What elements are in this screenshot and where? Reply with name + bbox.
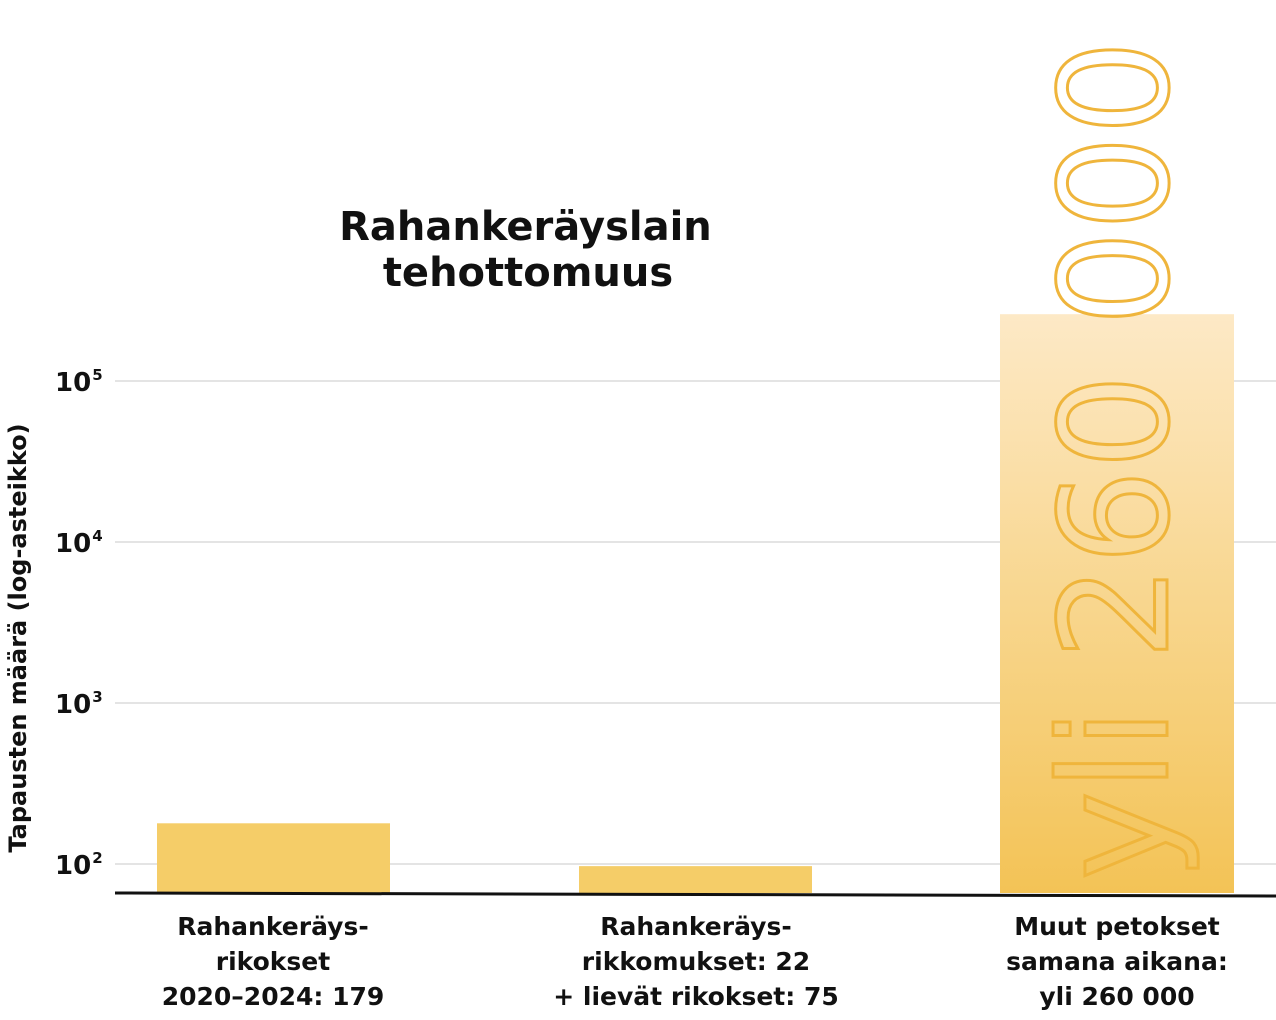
bar-2	[579, 866, 812, 893]
x-category-label-line: rikokset	[216, 947, 330, 976]
x-category-label-line: 2020–2024: 179	[162, 982, 385, 1011]
y-tick-label: 105	[55, 366, 103, 398]
x-category-label-2: Rahankeräys-rikkomukset: 22 + lievät riko…	[553, 912, 839, 1011]
y-tick-exponent: 3	[92, 688, 102, 706]
chart-title-line-2: tehottomuus	[383, 250, 673, 296]
x-category-label-3: Muut petokset samana aikana: yli 260 000	[1006, 912, 1228, 1011]
bar-1	[157, 823, 390, 893]
chart-title: Rahankeräyslain tehottomuus	[339, 204, 717, 296]
x-category-label-line: rikkomukset: 22	[582, 947, 810, 976]
y-tick-base: 10	[55, 368, 91, 398]
y-tick-exponent: 4	[92, 527, 102, 545]
bar-annotations: yli 260 000	[1028, 38, 1205, 881]
y-tick-exponent: 2	[92, 849, 102, 867]
bar-3	[1000, 314, 1234, 893]
bar-3-annotation: yli 260 000	[1029, 40, 1203, 880]
x-category-label-line: + lievät rikokset: 75	[553, 982, 839, 1011]
x-category-label-line: Muut petokset	[1014, 912, 1220, 941]
x-category-label-line: Rahankeräys-	[600, 912, 791, 941]
y-tick-base: 10	[55, 851, 91, 881]
x-category-label-line: samana aikana:	[1006, 947, 1228, 976]
bars	[157, 314, 1234, 893]
x-category-label-1: Rahankeräys-rikokset 2020–2024: 179	[162, 912, 385, 1011]
x-category-labels: Rahankeräys-rikokset 2020–2024: 179Rahank…	[162, 912, 1228, 1011]
x-axis-line	[114, 891, 1276, 898]
y-tick-base: 10	[55, 529, 91, 559]
y-tick-base: 10	[55, 690, 91, 720]
y-tick-label: 103	[55, 688, 103, 720]
y-axis-label: Tapausten määrä (log-asteikko)	[4, 423, 32, 852]
x-category-label-line: yli 260 000	[1039, 982, 1194, 1011]
chart-title-line-1: Rahankeräyslain	[339, 204, 712, 250]
y-tick-label: 102	[55, 849, 103, 881]
y-tick-label: 104	[55, 527, 103, 559]
x-category-label-line: Rahankeräys-	[177, 912, 368, 941]
y-tick-exponent: 5	[92, 366, 102, 384]
